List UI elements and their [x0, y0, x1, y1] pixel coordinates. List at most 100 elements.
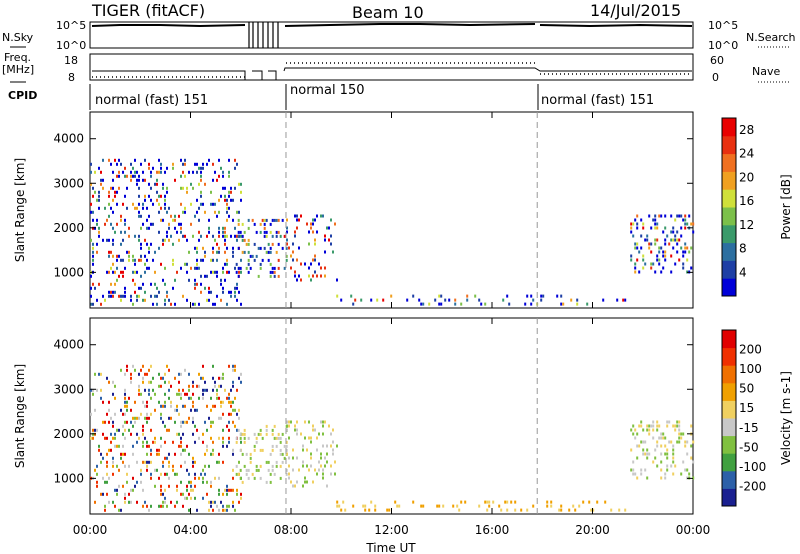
data-cell — [294, 234, 296, 238]
data-cell — [232, 504, 234, 508]
data-cell — [126, 186, 128, 190]
freq-panel — [89, 53, 694, 81]
data-cell — [382, 298, 385, 302]
data-cell — [488, 504, 491, 508]
data-cell — [92, 218, 94, 222]
data-cell — [676, 250, 679, 254]
data-cell — [314, 428, 316, 432]
data-cell — [96, 464, 98, 468]
data-cell — [636, 242, 639, 246]
data-cell — [680, 472, 683, 476]
data-cell — [670, 214, 673, 218]
data-cell — [194, 440, 196, 444]
data-cell — [285, 258, 288, 262]
data-cell — [208, 298, 210, 302]
colorbar-cell — [722, 260, 736, 279]
data-cell — [90, 388, 92, 392]
data-cell — [140, 468, 142, 472]
data-cell — [120, 368, 122, 372]
data-cell — [444, 298, 447, 302]
data-cell — [560, 508, 563, 512]
data-cell — [232, 420, 234, 424]
data-cell — [192, 400, 194, 404]
data-cell — [237, 234, 240, 238]
data-cell — [634, 428, 637, 432]
data-cell — [249, 254, 252, 258]
data-cell — [182, 234, 184, 238]
data-cell — [190, 480, 192, 484]
data-cell — [170, 400, 172, 404]
y-tick-label: 4000 — [53, 338, 84, 352]
data-cell — [253, 448, 256, 452]
data-cell — [238, 376, 240, 380]
data-cell — [218, 492, 220, 496]
data-cell — [112, 210, 114, 214]
data-cell — [610, 508, 613, 512]
data-cell — [638, 424, 641, 428]
data-cell — [124, 412, 126, 416]
data-cell — [674, 464, 677, 468]
data-cell — [106, 412, 108, 416]
data-cell — [192, 456, 194, 460]
data-cell — [234, 508, 236, 512]
data-cell — [240, 234, 242, 238]
data-cell — [245, 266, 248, 270]
data-cell — [120, 242, 122, 246]
data-cell — [142, 206, 144, 210]
data-cell — [216, 396, 218, 400]
nsky-tick-hi: 10^5 — [56, 19, 87, 32]
colorbar-label: Power [dB] — [779, 174, 793, 239]
data-cell — [214, 380, 216, 384]
data-cell — [108, 254, 110, 258]
data-cell — [194, 278, 196, 282]
data-cell — [130, 488, 132, 492]
data-cell — [572, 504, 575, 508]
data-cell — [312, 428, 314, 432]
data-cell — [108, 194, 110, 198]
data-cell — [118, 254, 120, 258]
data-cell — [116, 162, 118, 166]
data-cell — [690, 456, 693, 460]
data-cell — [285, 448, 288, 452]
data-cell — [304, 480, 306, 484]
data-cell — [456, 504, 459, 508]
data-cell — [238, 182, 240, 186]
data-cell — [146, 372, 148, 376]
data-cell — [214, 170, 216, 174]
data-cell — [168, 396, 170, 400]
data-cell — [332, 440, 334, 444]
data-cell — [360, 298, 363, 302]
data-cell — [146, 416, 148, 420]
data-cell — [152, 376, 154, 380]
data-cell — [212, 270, 214, 274]
data-cell — [116, 278, 118, 282]
data-cell — [216, 178, 218, 182]
freq-trace — [92, 67, 692, 80]
data-cell — [168, 368, 170, 372]
data-cell — [296, 278, 298, 282]
data-cell — [150, 174, 152, 178]
data-cell — [164, 456, 166, 460]
data-cell — [156, 198, 158, 202]
data-cell — [660, 468, 663, 472]
data-cell — [678, 432, 681, 436]
data-cell — [96, 472, 98, 476]
data-cell — [198, 384, 200, 388]
data-cell — [164, 266, 166, 270]
data-cell — [328, 424, 330, 428]
data-cell — [90, 294, 92, 298]
data-cell — [285, 246, 288, 250]
data-cell — [106, 376, 108, 380]
data-cell — [102, 432, 104, 436]
data-cell — [296, 456, 298, 460]
data-cell — [128, 492, 130, 496]
data-cell — [162, 278, 164, 282]
data-cell — [96, 250, 98, 254]
data-cell — [182, 210, 184, 214]
data-cell — [168, 380, 170, 384]
data-cell — [324, 266, 326, 270]
data-cell — [160, 484, 162, 488]
data-cell — [296, 258, 298, 262]
data-cell — [334, 460, 336, 464]
data-cell — [222, 492, 224, 496]
